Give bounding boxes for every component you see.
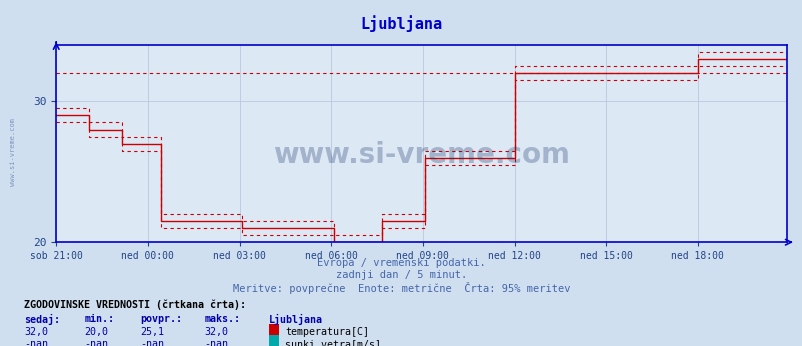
Text: Meritve: povprečne  Enote: metrične  Črta: 95% meritev: Meritve: povprečne Enote: metrične Črta:… <box>233 282 569 294</box>
Text: -nan: -nan <box>84 339 108 346</box>
Text: Ljubljana: Ljubljana <box>269 314 322 325</box>
Text: sedaj:: sedaj: <box>24 314 60 325</box>
Text: -nan: -nan <box>205 339 229 346</box>
Text: min.:: min.: <box>84 314 114 324</box>
Text: 25,1: 25,1 <box>140 327 164 337</box>
Text: ZGODOVINSKE VREDNOSTI (črtkana črta):: ZGODOVINSKE VREDNOSTI (črtkana črta): <box>24 299 245 310</box>
Text: 32,0: 32,0 <box>205 327 229 337</box>
Text: Ljubljana: Ljubljana <box>360 16 442 33</box>
Text: maks.:: maks.: <box>205 314 241 324</box>
Text: zadnji dan / 5 minut.: zadnji dan / 5 minut. <box>335 270 467 280</box>
Text: -nan: -nan <box>24 339 48 346</box>
Text: www.si-vreme.com: www.si-vreme.com <box>273 142 569 170</box>
Text: sunki vetra[m/s]: sunki vetra[m/s] <box>285 339 381 346</box>
Text: -nan: -nan <box>140 339 164 346</box>
Text: povpr.:: povpr.: <box>140 314 182 324</box>
Text: Evropa / vremenski podatki.: Evropa / vremenski podatki. <box>317 258 485 268</box>
Text: 32,0: 32,0 <box>24 327 48 337</box>
Text: www.si-vreme.com: www.si-vreme.com <box>10 118 15 186</box>
Text: 20,0: 20,0 <box>84 327 108 337</box>
Text: temperatura[C]: temperatura[C] <box>285 327 369 337</box>
